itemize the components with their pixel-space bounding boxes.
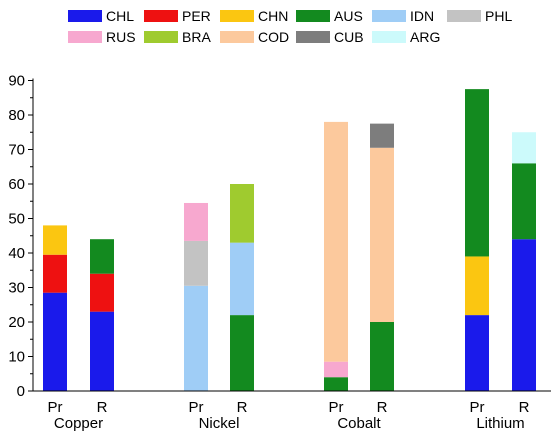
- legend-swatch-per: [144, 10, 178, 22]
- bar-segment-lithium-pr-chn: [465, 256, 489, 316]
- bar-label: Pr: [470, 399, 485, 416]
- bar-segment-cobalt-pr-cod: [324, 121, 348, 362]
- bar-segment-copper-r-chl: [90, 311, 114, 391]
- bar-segment-cobalt-r-cod: [370, 147, 394, 322]
- legend-swatch-chl: [68, 10, 102, 22]
- bar-segment-nickel-r-idn: [230, 242, 254, 316]
- bar-segment-nickel-pr-phl: [184, 240, 208, 286]
- legend: CHL PER CHN AUS IDN PHL RUS BRA COD CUB ARG: [68, 8, 512, 45]
- bar-label: Pr: [48, 399, 63, 416]
- y-tick-label: 50: [8, 211, 25, 228]
- y-tick-label: 0: [17, 383, 25, 400]
- legend-swatch-phl: [447, 10, 481, 22]
- bar-segment-lithium-pr-chl: [465, 315, 489, 391]
- legend-swatch-arg: [372, 31, 406, 43]
- legend-label-idn: IDN: [410, 8, 434, 24]
- legend-label-arg: ARG: [410, 29, 440, 45]
- bar-segment-copper-r-aus: [90, 239, 114, 274]
- bar-segment-lithium-r-arg: [512, 132, 536, 164]
- group-label-lithium: Lithium: [476, 415, 524, 432]
- bar-segment-nickel-r-bra: [230, 184, 254, 243]
- bar-segment-lithium-r-chl: [512, 239, 536, 391]
- bar-segment-lithium-r-aus: [512, 163, 536, 240]
- bar-segment-nickel-pr-rus: [184, 202, 208, 241]
- bar-segment-lithium-pr-aus: [465, 89, 489, 257]
- y-tick-label: 10: [8, 349, 25, 366]
- legend-label-rus: RUS: [106, 29, 136, 45]
- legend-swatch-cod: [220, 31, 254, 43]
- legend-label-per: PER: [182, 8, 211, 24]
- bar-segment-copper-pr-per: [43, 254, 67, 293]
- group-label-cobalt: Cobalt: [337, 415, 381, 432]
- bar-segment-cobalt-pr-aus: [324, 377, 348, 391]
- bar-segment-copper-pr-chn: [43, 225, 67, 255]
- bar-label: R: [237, 399, 248, 416]
- y-tick-label: 70: [8, 142, 25, 159]
- bar-segment-copper-pr-chl: [43, 292, 67, 391]
- y-tick-label: 30: [8, 280, 25, 297]
- bar-segment-cobalt-r-cub: [370, 123, 394, 148]
- legend-swatch-chn: [220, 10, 254, 22]
- bar-label: R: [377, 399, 388, 416]
- legend-swatch-idn: [372, 10, 406, 22]
- legend-label-phl: PHL: [485, 8, 512, 24]
- legend-label-chn: CHN: [258, 8, 288, 24]
- y-tick-label: 80: [8, 107, 25, 124]
- bar-label: Pr: [329, 399, 344, 416]
- y-tick-label: 90: [8, 73, 25, 90]
- legend-swatch-aus: [296, 10, 330, 22]
- group-label-nickel: Nickel: [199, 415, 240, 432]
- y-tick-label: 40: [8, 245, 25, 262]
- legend-swatch-cub: [296, 31, 330, 43]
- bar-segment-cobalt-pr-rus: [324, 361, 348, 378]
- y-tick-label: 20: [8, 314, 25, 331]
- bar-label: R: [519, 399, 530, 416]
- legend-swatch-bra: [144, 31, 178, 43]
- bar-segment-cobalt-r-aus: [370, 322, 394, 391]
- bar-segment-nickel-r-aus: [230, 315, 254, 391]
- y-tick-label: 60: [8, 176, 25, 193]
- bar-label: R: [97, 399, 108, 416]
- bars: [43, 89, 536, 391]
- y-axis: 0 10 20 30 40 50 60 70 80 90: [8, 73, 34, 400]
- legend-label-cub: CUB: [334, 29, 364, 45]
- legend-swatch-rus: [68, 31, 102, 43]
- bar-segment-copper-r-per: [90, 273, 114, 312]
- bar-label: Pr: [189, 399, 204, 416]
- legend-label-bra: BRA: [182, 29, 211, 45]
- legend-label-chl: CHL: [106, 8, 134, 24]
- legend-label-aus: AUS: [334, 8, 363, 24]
- group-label-copper: Copper: [54, 415, 103, 432]
- legend-label-cod: COD: [258, 29, 289, 45]
- bar-segment-nickel-pr-idn: [184, 285, 208, 391]
